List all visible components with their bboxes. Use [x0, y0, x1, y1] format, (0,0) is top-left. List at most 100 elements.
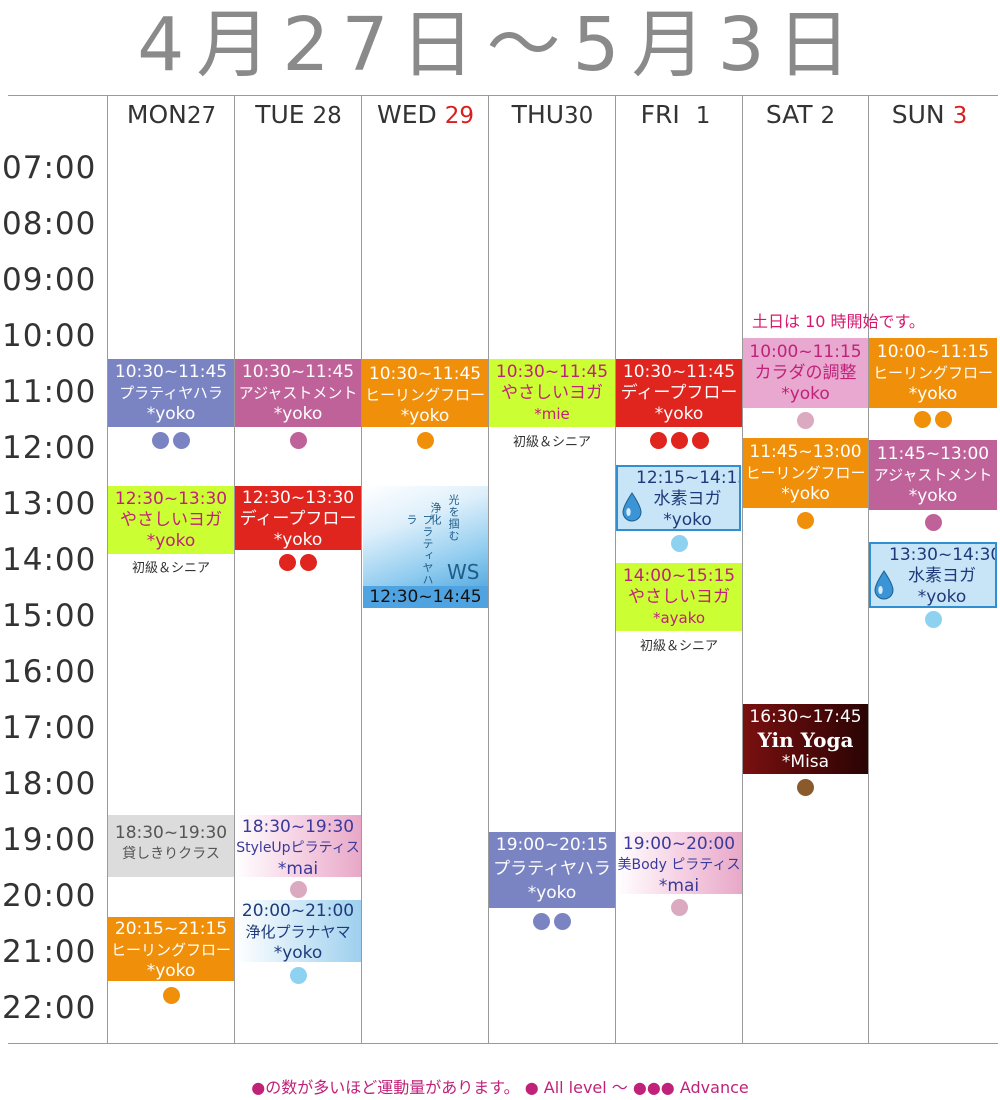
- water-drop-icon: [874, 570, 894, 600]
- class-teacher: *yoko: [146, 531, 196, 551]
- level-dot: [289, 881, 307, 898]
- class-name: ヒーリングフロー: [110, 941, 231, 959]
- day-number: 1: [695, 103, 711, 129]
- water-drop-icon: [622, 492, 642, 522]
- level-dots: [235, 432, 361, 449]
- level-dot: [797, 512, 814, 529]
- day-number: 27: [186, 103, 217, 129]
- class-time: 12:30~13:30: [241, 488, 355, 508]
- hour-label: 22:00: [2, 990, 97, 1026]
- class-time: 20:15~21:15: [114, 919, 228, 939]
- class-name: ヒーリングフロー: [872, 364, 993, 382]
- class-time: 12:15~14:15: [636, 468, 741, 488]
- class-block-thu-1[interactable]: 10:30~11:45 やさしいヨガ *mie: [489, 359, 615, 427]
- class-name: やさしいヨガ: [501, 383, 603, 403]
- class-block-sat-3[interactable]: 16:30~17:45 Yin Yoga *Misa: [743, 704, 868, 774]
- level-dot: [289, 432, 307, 449]
- hour-label: 12:00: [2, 430, 97, 466]
- class-block-sun-3[interactable]: 13:30~14:30 水素ヨガ *yoko: [869, 542, 997, 608]
- class-block-sun-1[interactable]: 10:00~11:15 ヒーリングフロー *yoko: [869, 338, 997, 408]
- level-dot: [279, 554, 296, 571]
- class-name: 浄化プラナヤマ: [245, 923, 351, 941]
- level-dots: [108, 987, 234, 1004]
- class-time: 19:00~20:00: [622, 834, 736, 854]
- class-block-wed-1[interactable]: 10:30~11:45 ヒーリングフロー *yoko: [362, 359, 488, 427]
- hour-label: 10:00: [2, 318, 97, 354]
- class-time: 18:30~19:30: [114, 823, 228, 843]
- day-header-sat: SAT 2: [737, 100, 864, 129]
- level-legend: ●の数が多いほど運動量があります。 ● All level 〜 ●●● Adva…: [251, 1078, 749, 1097]
- hour-label: 08:00: [2, 206, 97, 242]
- class-block-fri-3[interactable]: 14:00~15:15 やさしいヨガ *ayako: [616, 563, 742, 631]
- class-time: 10:00~11:15: [749, 342, 862, 362]
- class-block-tue-4[interactable]: 20:00~21:00 浄化プラナヤマ *yoko: [235, 900, 361, 962]
- class-time: 10:30~11:45: [241, 362, 355, 382]
- day-header-tue: TUE 28: [235, 100, 362, 129]
- day-number: 3: [952, 103, 968, 129]
- hour-label: 15:00: [2, 598, 97, 634]
- class-block-tue-2[interactable]: 12:30~13:30 ディープフロー *yoko: [235, 486, 361, 550]
- class-time: 20:00~21:00: [241, 901, 355, 921]
- level-dot: [533, 913, 550, 930]
- class-block-tue-1[interactable]: 10:30~11:45 アジャストメント *yoko: [235, 359, 361, 427]
- day-header-mon: MON27: [108, 100, 235, 129]
- class-time: 13:30~14:30: [889, 545, 997, 565]
- day-number: 29: [444, 103, 474, 129]
- class-teacher: *mai: [658, 876, 700, 894]
- class-block-sun-2[interactable]: 11:45~13:00 アジャストメント *yoko: [869, 440, 997, 510]
- class-name: やさしいヨガ: [120, 510, 222, 530]
- hour-label: 16:00: [2, 654, 97, 690]
- class-block-fri-2[interactable]: 12:15~14:15 水素ヨガ *yoko: [616, 465, 741, 531]
- class-block-mon-3[interactable]: 18:30~19:30 貸しきりクラス: [108, 815, 234, 877]
- class-teacher: *mai: [277, 859, 319, 877]
- day-name: TUE: [255, 100, 305, 129]
- class-teacher: *yoko: [781, 484, 830, 504]
- level-dot: [670, 535, 688, 552]
- class-teacher: *yoko: [908, 486, 958, 506]
- hour-label: 18:00: [2, 766, 97, 802]
- class-block-sat-1[interactable]: 10:00~11:15 カラダの調整 *yoko: [743, 338, 868, 408]
- class-block-sat-2[interactable]: 11:45~13:00 ヒーリングフロー *yoko: [743, 438, 868, 508]
- class-block-fri-4[interactable]: 19:00~20:00 美Body ピラティス *mai: [616, 832, 742, 894]
- level-dots: [235, 554, 361, 571]
- grid-top-line: [8, 95, 998, 96]
- class-name: StyleUpピラティス: [236, 840, 360, 856]
- level-dot: [935, 411, 952, 428]
- class-name: 水素ヨガ: [908, 566, 976, 586]
- day-name: THU: [511, 100, 565, 129]
- level-dot: [670, 899, 688, 916]
- class-teacher: *yoko: [654, 404, 704, 424]
- workshop-banner-wed[interactable]: 光を掴む 浄化 プラティヤハーラ WS 12:30~14:45: [363, 486, 488, 608]
- class-teacher: *yoko: [273, 530, 323, 550]
- class-teacher: *ayako: [652, 609, 706, 627]
- level-dots: [362, 432, 488, 449]
- page-title: 4月27日〜5月3日: [137, 2, 863, 88]
- class-block-thu-2[interactable]: 19:00~20:15 プラティヤハラ *yoko: [489, 832, 615, 908]
- level-dots: [869, 611, 997, 628]
- class-teacher: *yoko: [273, 404, 323, 424]
- class-name: 貸しきりクラス: [122, 846, 220, 862]
- level-dots: [616, 899, 742, 916]
- class-block-mon-1[interactable]: 10:30~11:45 プラティヤハラ *yoko: [108, 359, 234, 427]
- level-dot: [924, 514, 942, 531]
- workshop-tag: WS: [447, 560, 480, 584]
- grid-col-line: [361, 95, 362, 1043]
- hour-label: 21:00: [2, 934, 97, 970]
- hour-label: 17:00: [2, 710, 97, 746]
- hour-label: 13:00: [2, 486, 97, 522]
- class-block-mon-2[interactable]: 12:30~13:30 やさしいヨガ *yoko: [108, 486, 234, 554]
- day-number: 2: [820, 103, 836, 129]
- class-block-fri-1[interactable]: 10:30~11:45 ディープフロー *yoko: [616, 359, 742, 427]
- day-number: 28: [312, 103, 342, 129]
- hour-label: 09:00: [2, 262, 97, 298]
- grid-col-line: [107, 95, 108, 1043]
- hour-label: 11:00: [2, 374, 97, 410]
- level-dots: [235, 967, 361, 984]
- day-header-fri: FRI 1: [612, 100, 739, 129]
- day-name: WED: [377, 100, 437, 129]
- day-header-sun: SUN 3: [866, 100, 993, 129]
- day-header-thu: THU30: [489, 100, 616, 129]
- class-block-tue-3[interactable]: 18:30~19:30 StyleUpピラティス *mai: [235, 815, 361, 877]
- class-block-mon-4[interactable]: 20:15~21:15 ヒーリングフロー *yoko: [108, 917, 234, 981]
- grid-col-line: [868, 95, 869, 1043]
